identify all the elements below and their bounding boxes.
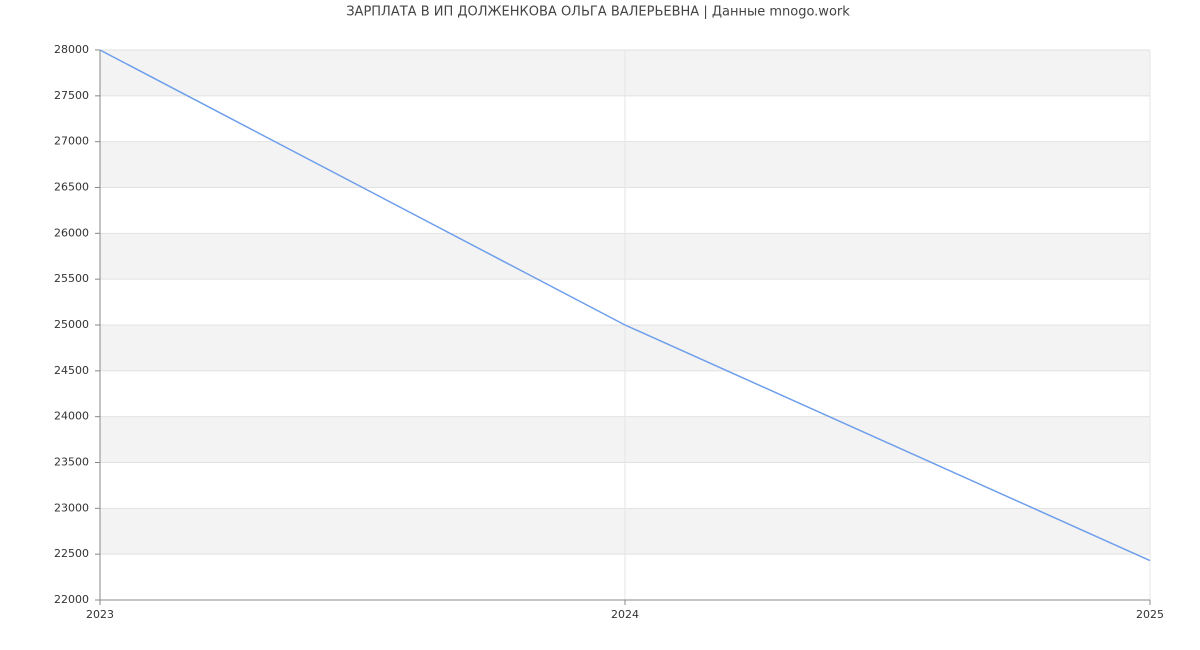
y-tick-label: 24000 bbox=[54, 410, 89, 423]
y-tick-label: 26500 bbox=[54, 181, 89, 194]
y-tick-label: 28000 bbox=[54, 43, 89, 56]
y-tick-label: 25500 bbox=[54, 272, 89, 285]
y-tick-label: 25000 bbox=[54, 318, 89, 331]
line-series bbox=[99, 49, 1151, 562]
y-tick-label: 26000 bbox=[54, 226, 89, 239]
x-tick-label: 2025 bbox=[1136, 608, 1164, 621]
y-tick-label: 23000 bbox=[54, 501, 89, 514]
y-tick-label: 24500 bbox=[54, 364, 89, 377]
y-tick-label: 27000 bbox=[54, 135, 89, 148]
y-tick-label: 27500 bbox=[54, 89, 89, 102]
x-tick-label: 2023 bbox=[86, 608, 114, 621]
chart-title: ЗАРПЛАТА В ИП ДОЛЖЕНКОВА ОЛЬГА ВАЛЕРЬЕВН… bbox=[346, 5, 850, 20]
x-tick-label: 2024 bbox=[611, 608, 639, 621]
y-tick-label: 22000 bbox=[54, 593, 89, 606]
y-tick-label: 23500 bbox=[54, 456, 89, 469]
y-tick-label: 22500 bbox=[54, 547, 89, 560]
